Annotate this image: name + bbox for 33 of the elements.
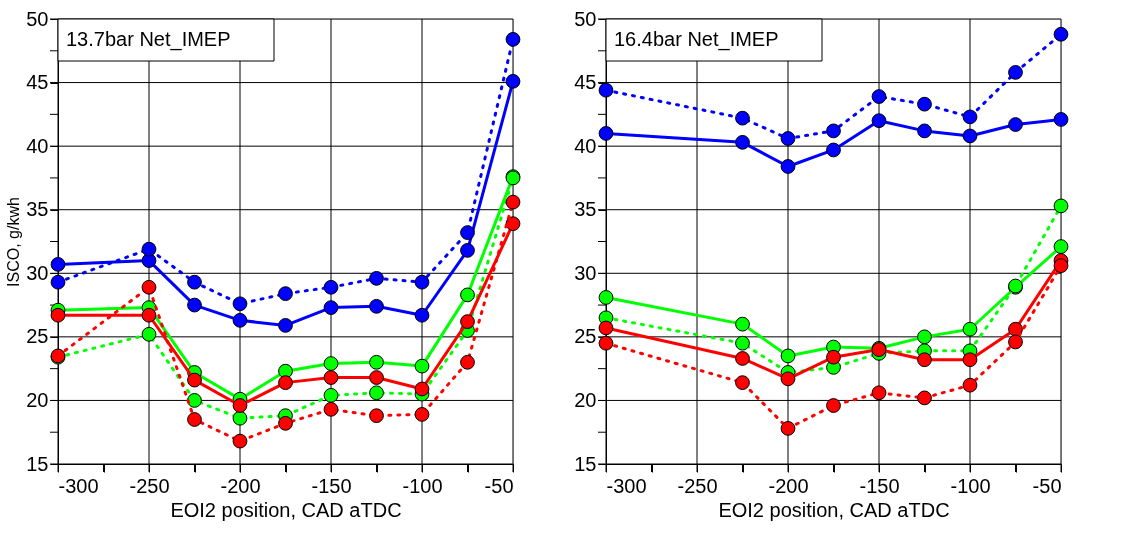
annotation: 13.7bar Net_IMEP xyxy=(66,28,231,51)
y-tick-label: 15 xyxy=(574,452,597,475)
x-axis-title: EOI2 position, CAD aTDC xyxy=(170,498,402,521)
y-tick-label: 25 xyxy=(574,325,597,348)
y-tick-label: 45 xyxy=(26,71,49,94)
x-tick-label: -250 xyxy=(677,474,718,497)
y-tick-label: 20 xyxy=(26,388,49,411)
y-tick-label: 40 xyxy=(574,134,597,157)
y-tick-label: 30 xyxy=(574,261,597,284)
x-tick-label: -250 xyxy=(129,474,170,497)
y-tick-label: 50 xyxy=(574,7,597,30)
y-axis-title: ISCO, g/kwh xyxy=(5,197,23,287)
x-tick-label: -150 xyxy=(859,474,900,497)
x-tick-label: -200 xyxy=(220,474,261,497)
x-tick-label: -100 xyxy=(950,474,991,497)
y-tick-label: 20 xyxy=(574,388,597,411)
y-tick-label: 15 xyxy=(26,452,49,475)
x-tick-label: -100 xyxy=(402,474,443,497)
x-tick-label: -50 xyxy=(1032,474,1062,497)
x-tick-label: -50 xyxy=(484,474,514,497)
x-tick-label: -150 xyxy=(311,474,352,497)
y-tick-label: 30 xyxy=(26,261,49,284)
y-tick-label: 35 xyxy=(574,198,597,221)
x-tick-label: -300 xyxy=(606,474,647,497)
y-tick-label: 35 xyxy=(26,198,49,221)
annotation: 16.4bar Net_IMEP xyxy=(614,28,779,51)
y-tick-label: 40 xyxy=(26,134,49,157)
y-tick-label: 45 xyxy=(574,71,597,94)
x-axis-title: EOI2 position, CAD aTDC xyxy=(718,498,950,521)
x-tick-label: -200 xyxy=(768,474,809,497)
x-tick-label: -300 xyxy=(58,474,99,497)
y-tick-label: 50 xyxy=(26,7,49,30)
y-tick-label: 25 xyxy=(26,325,49,348)
